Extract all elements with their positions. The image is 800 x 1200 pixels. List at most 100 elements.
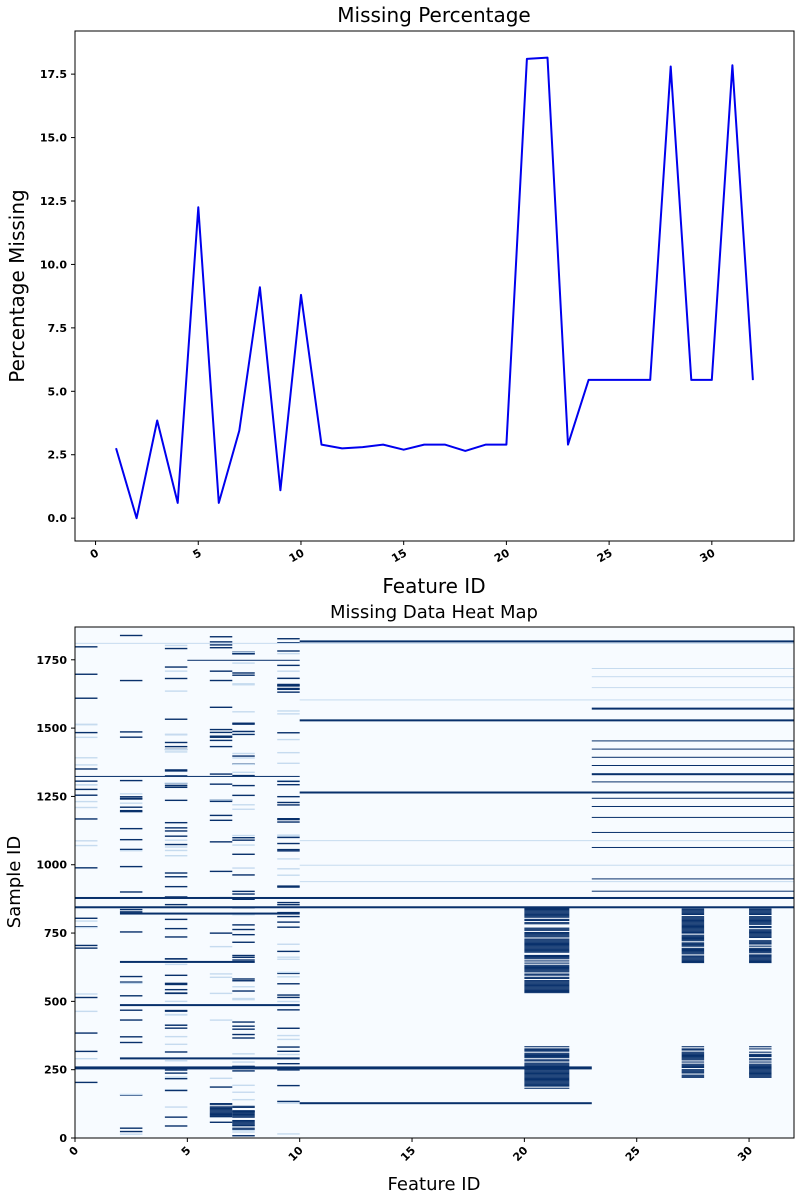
heatmap-cell-block [524,980,570,982]
heatmap-cell-streak [164,1051,188,1053]
heatmap-cell-block [524,1059,570,1061]
line-point [546,57,548,59]
heatmap-cell-block [524,1081,570,1083]
heatmap-cell-block [524,909,570,911]
line-chart-plot-area [74,30,795,542]
heatmap-cell-block [681,934,705,936]
heatmap-cell-block [681,958,705,960]
heatmap-row-band [591,831,794,833]
heatmap-cell-streak [277,642,300,644]
heatmap-cell-block [749,933,772,935]
y-tick-label: 7.5 [48,322,68,335]
heatmap-cell-streak [232,771,255,774]
heatmap-cell-streak [277,688,300,691]
heatmap-cell-block [749,922,772,924]
heatmap-cell-block [524,931,570,934]
heatmap-cell-block [524,1085,570,1087]
heatmap-cell-block [232,1113,255,1115]
heatmap-cell-block [749,931,772,933]
heatmap-cell-streak [75,757,98,759]
heatmap-cell-streak [277,835,300,837]
heatmap-cell-streak [164,1043,188,1046]
heatmap-row-band [299,791,794,794]
heatmap-cell-streak [119,810,143,813]
heatmap-cell-block [232,1110,255,1112]
heatmap-cell-block [524,914,570,916]
heatmap-cell-block [681,1069,705,1071]
y-tick-label: 1000 [36,859,67,872]
heatmap-cell-block [524,1072,570,1074]
heatmap-cell-block [681,1052,705,1054]
heatmap-cell-streak [277,858,300,860]
heatmap-cell-streak [277,638,300,640]
heatmap-cell-block [524,913,570,915]
heatmap-cell-block [232,1128,255,1130]
heatmap-cell-block [681,911,705,913]
heatmap-cell-streak [277,738,300,741]
heatmap-row-band [299,840,794,842]
heatmap-cell-streak [209,932,233,934]
heatmap-cell-streak [164,885,188,888]
heatmap-cell-streak [232,1070,255,1072]
heatmap-cell-block [232,1124,255,1126]
heatmap-cell-block [524,984,570,986]
heatmap-cell-streak [277,1062,300,1065]
heatmap-cell-block [749,930,772,932]
heatmap-cell-block [524,1078,570,1081]
line-chart-x-axis-label: Feature ID [382,574,485,598]
heatmap-cell-streak [232,867,255,869]
heatmap-cell-block [681,939,705,941]
heatmap-cell-streak [277,848,300,851]
heatmap-cell-block [749,960,772,963]
heatmap-cell-block [524,974,570,976]
heatmap-cell-block [524,1080,570,1082]
y-tick-label: 1750 [36,654,67,667]
heatmap-cell-block [681,1056,705,1058]
y-tick-label: 15.0 [40,132,67,145]
line-point [115,447,117,449]
heatmap-cell-block [681,947,705,949]
heatmap-cell-streak [164,718,188,720]
x-tick-label: 20 [510,1144,530,1164]
heatmap-cell-block [749,1061,772,1063]
heatmap-cell-block [524,982,570,984]
heatmap-row-band [119,1057,300,1060]
heatmap-cell-streak [232,1129,255,1131]
heatmap-cell-streak [209,706,233,709]
heatmap-cell-streak [277,762,300,765]
heatmap-cell-streak [164,1000,188,1003]
heatmap-cell-block [209,1113,233,1116]
y-tick-label: 2.5 [48,449,68,462]
heatmap-cell-streak [119,981,143,983]
heatmap-cell-streak [164,1069,188,1071]
heatmap-cell-streak [277,687,300,690]
heatmap-cell-streak [277,1050,300,1052]
heatmap-cell-block [681,1066,705,1069]
heatmap-cell-streak [119,798,143,800]
heatmap-cells [75,634,794,1137]
heatmap-cell-streak [164,741,188,744]
heatmap-cell-block [749,925,772,928]
line-point [197,206,199,208]
line-point [423,444,425,446]
heatmap-cell-block [524,943,570,946]
x-tick-label: 10 [287,546,307,565]
heatmap-cell-streak [119,1133,143,1135]
heatmap-cell-streak [232,986,255,988]
heatmap-cell-streak [164,1014,188,1016]
heatmap-row-band [591,756,794,758]
heatmap-cell-streak [164,855,188,857]
heatmap-cell-block [749,945,772,947]
heatmap-cell-block [749,917,772,919]
heatmap-cell-block [524,907,570,910]
heatmap-cell-block [749,1072,772,1074]
heatmap-cell-streak [164,903,188,906]
heatmap-cell-streak [75,1032,98,1034]
heatmap-cell-streak [232,684,255,686]
series-line-missing-percentage [115,56,754,520]
heatmap-cell-streak [119,865,143,868]
x-tick-label: 20 [492,546,512,565]
line-point [403,449,405,451]
heatmap-cell-streak [164,1089,188,1091]
heatmap-cell-block [524,1071,570,1073]
